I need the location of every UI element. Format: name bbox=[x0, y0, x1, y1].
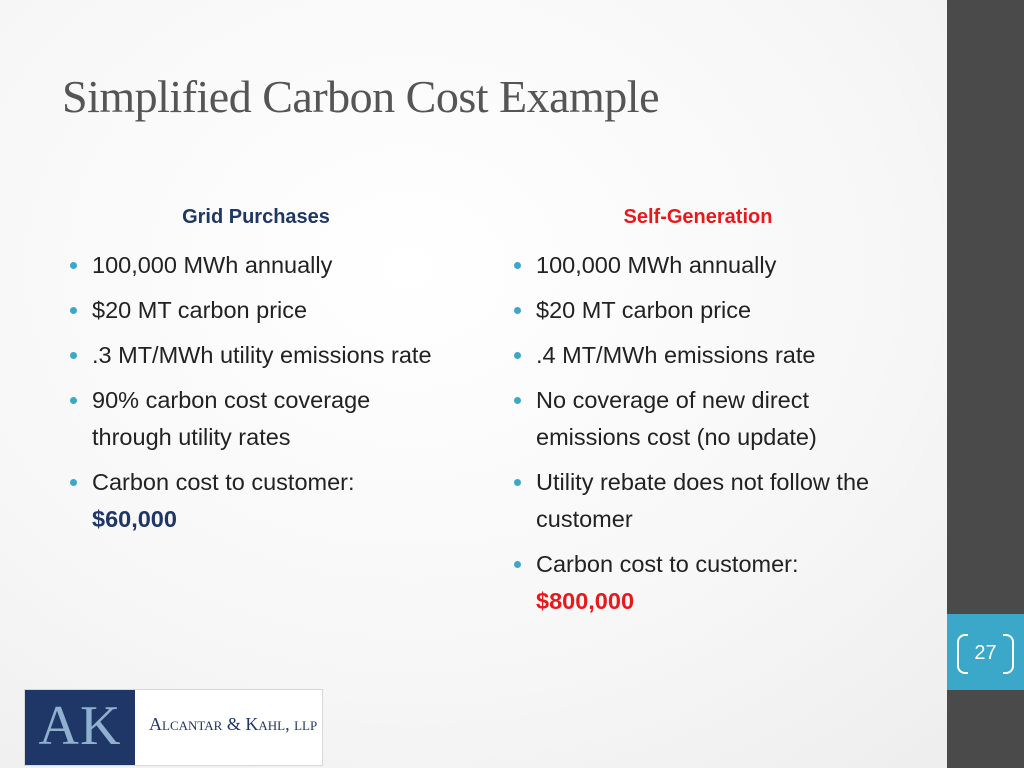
slide-title: Simplified Carbon Cost Example bbox=[62, 71, 660, 122]
list-item: 100,000 MWh annually bbox=[508, 247, 886, 284]
bullet-icon bbox=[514, 397, 521, 404]
bullet-icon bbox=[514, 561, 521, 568]
logo-mark-block: AK bbox=[25, 690, 135, 765]
logo-mark: AK bbox=[38, 695, 122, 757]
bullet-icon bbox=[514, 262, 521, 269]
left-bracket-icon bbox=[957, 634, 968, 674]
bullet-icon bbox=[70, 352, 77, 359]
list-item: .4 MT/MWh emissions rate bbox=[508, 337, 886, 374]
grid-purchases-column: Grid Purchases 100,000 MWh annually $20 … bbox=[64, 206, 464, 546]
bullet-icon bbox=[70, 307, 77, 314]
selfgen-carbon-cost-value: $800,000 bbox=[536, 588, 635, 614]
bullet-icon bbox=[70, 397, 77, 404]
bullet-icon bbox=[70, 262, 77, 269]
bullet-icon bbox=[514, 307, 521, 314]
grid-carbon-cost-value: $60,000 bbox=[92, 506, 177, 532]
list-item: Utility rebate does not follow the custo… bbox=[508, 464, 886, 538]
slide-number-box: 27 bbox=[947, 614, 1024, 690]
right-bracket-icon bbox=[1003, 634, 1014, 674]
bullet-icon bbox=[514, 352, 521, 359]
company-logo: AK Alcantar & Kahl, llp bbox=[24, 689, 323, 766]
bullet-icon bbox=[514, 479, 521, 486]
list-item: No coverage of new direct emissions cost… bbox=[508, 382, 886, 456]
grid-purchases-list: 100,000 MWh annually $20 MT carbon price… bbox=[64, 247, 464, 538]
list-item: 90% carbon cost coverage through utility… bbox=[64, 382, 432, 456]
self-generation-heading: Self-Generation bbox=[623, 206, 773, 228]
list-item: .3 MT/MWh utility emissions rate bbox=[64, 337, 432, 374]
list-item: 100,000 MWh annually bbox=[64, 247, 432, 284]
list-item: Carbon cost to customer: $800,000 bbox=[508, 546, 886, 620]
self-generation-list: 100,000 MWh annually $20 MT carbon price… bbox=[508, 247, 908, 620]
slide-number: 27 bbox=[974, 642, 997, 664]
self-generation-column: Self-Generation 100,000 MWh annually $20… bbox=[508, 206, 908, 628]
list-item: Carbon cost to customer: $60,000 bbox=[64, 464, 432, 538]
grid-purchases-heading: Grid Purchases bbox=[182, 206, 330, 228]
bullet-icon bbox=[70, 479, 77, 486]
list-item: $20 MT carbon price bbox=[508, 292, 886, 329]
list-item: $20 MT carbon price bbox=[64, 292, 432, 329]
logo-company-name: Alcantar & Kahl, llp bbox=[149, 714, 318, 734]
